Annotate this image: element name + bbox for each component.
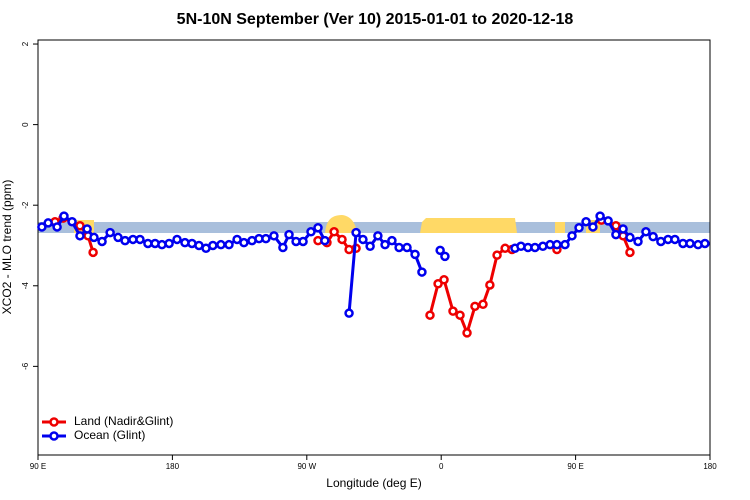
data-point: [410, 249, 420, 260]
data-point: [239, 237, 249, 248]
data-point: [567, 231, 577, 241]
data-point: [641, 227, 651, 237]
data-point: [224, 239, 234, 250]
data-point: [105, 227, 115, 238]
data-point: [439, 274, 449, 285]
data-point: [478, 299, 488, 310]
data-point: [284, 229, 294, 240]
data-point: [530, 242, 540, 253]
x-axis-label: Longitude (deg E): [326, 476, 421, 490]
data-point: [208, 240, 218, 251]
data-point: [492, 250, 502, 260]
data-point: [595, 211, 605, 221]
legend-marker: [49, 431, 59, 441]
data-point: [172, 234, 182, 245]
data-point: [552, 239, 562, 250]
x-tick-label: 180: [703, 462, 717, 471]
data-point: [52, 222, 62, 232]
data-point: [67, 216, 77, 227]
x-tick-label: 90 E: [30, 462, 46, 471]
data-point: [358, 234, 368, 245]
data-point: [402, 242, 412, 253]
legend-marker: [49, 417, 59, 427]
data-point: [97, 236, 107, 247]
y-tick-label: -2: [21, 201, 30, 209]
data-point: [298, 236, 308, 247]
data-point: [59, 211, 69, 221]
data-point: [648, 231, 658, 242]
data-point: [320, 235, 330, 246]
data-point: [157, 239, 167, 250]
data-point: [625, 247, 635, 258]
y-tick-label: 2: [21, 41, 30, 46]
land-patch: [420, 218, 517, 233]
data-point: [75, 231, 85, 241]
data-point: [344, 308, 354, 318]
chart-title: 5N-10N September (Ver 10) 2015-01-01 to …: [177, 11, 574, 28]
data-point: [588, 222, 598, 232]
data-point: [448, 306, 458, 316]
data-point: [261, 233, 271, 244]
data-point: [538, 241, 548, 252]
data-point: [700, 238, 710, 249]
y-tick-label: 0: [21, 122, 30, 127]
data-point: [417, 267, 427, 277]
land-patch: [555, 222, 565, 233]
data-point: [440, 251, 450, 262]
x-tick-label: 0: [439, 462, 444, 471]
data-point: [470, 301, 480, 312]
data-point: [329, 227, 339, 237]
y-axis-label: XCO2 - MLO trend (ppm): [0, 180, 14, 315]
data-point: [373, 231, 383, 241]
data-point: [88, 247, 98, 258]
data-point: [37, 222, 47, 232]
data-point: [337, 234, 347, 245]
data-point: [618, 224, 628, 234]
data-point: [306, 227, 316, 237]
data-point: [75, 220, 85, 231]
y-tick-label: -6: [21, 362, 30, 370]
data-point: [120, 235, 130, 246]
data-point: [387, 235, 397, 246]
data-point: [43, 218, 53, 228]
data-point: [574, 223, 584, 233]
data-point: [462, 328, 472, 338]
data-point: [269, 231, 279, 241]
data-point: [603, 216, 613, 226]
data-point: [581, 216, 591, 227]
legend-label: Land (Nadir&Glint): [74, 414, 173, 428]
data-point: [278, 242, 288, 253]
data-point: [633, 236, 643, 247]
x-tick-label: 180: [166, 462, 180, 471]
data-point: [216, 239, 226, 250]
data-point: [135, 234, 145, 245]
legend-label: Ocean (Glint): [74, 428, 145, 442]
data-point: [455, 310, 465, 320]
data-point: [113, 232, 123, 243]
data-point: [164, 238, 174, 249]
ocean-strip: [38, 222, 710, 233]
data-point: [313, 223, 323, 233]
data-point: [425, 310, 435, 320]
y-tick-label: -4: [21, 282, 30, 290]
data-point: [351, 227, 361, 238]
data-point: [380, 239, 390, 250]
plot-frame: [37, 39, 711, 456]
data-point: [82, 224, 92, 234]
data-point: [89, 232, 99, 243]
x-tick-label: 90 E: [567, 462, 583, 471]
x-tick-label: 90 W: [297, 462, 316, 471]
data-point: [560, 239, 570, 250]
data-point: [394, 242, 404, 253]
data-point: [670, 234, 680, 245]
data-point: [435, 245, 445, 256]
data-point: [485, 280, 495, 290]
data-point: [365, 241, 375, 252]
data-point: [685, 238, 695, 249]
data-point: [611, 229, 621, 240]
data-point: [625, 232, 635, 243]
